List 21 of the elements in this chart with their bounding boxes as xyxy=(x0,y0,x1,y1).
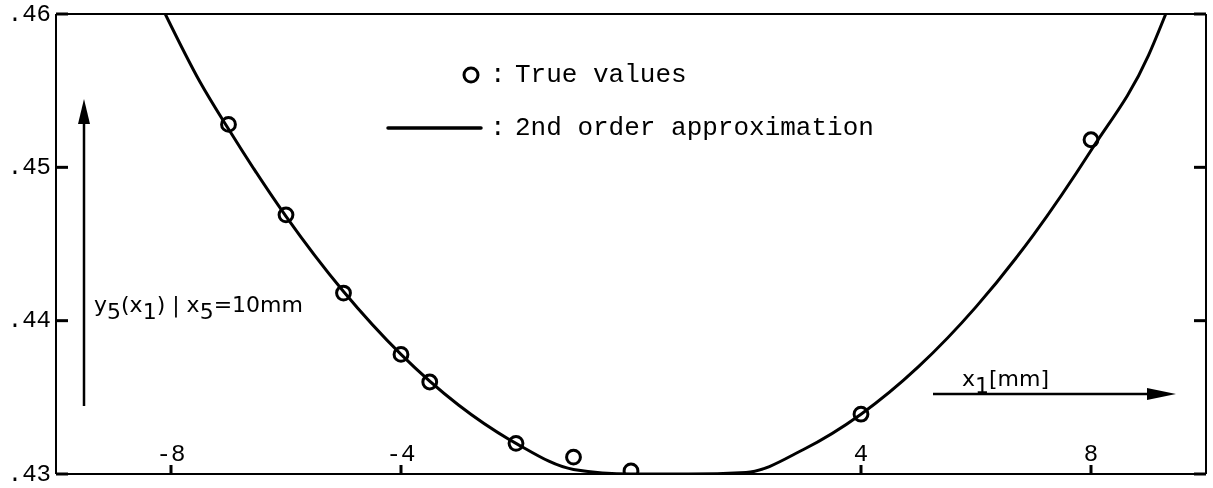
x-tick-label: 4 xyxy=(853,441,869,468)
point xyxy=(507,434,525,452)
x-tick-label: -8 xyxy=(156,441,186,468)
point xyxy=(392,346,410,363)
point xyxy=(220,116,237,133)
point xyxy=(277,206,295,224)
legend-label: 2nd order approximation xyxy=(515,112,874,143)
y-tick-label: .44 xyxy=(7,307,51,335)
x-tick-label: 8 xyxy=(1083,441,1099,468)
y-tick-label: .46 xyxy=(7,0,51,28)
y-tick-label: .45 xyxy=(7,153,51,181)
point xyxy=(335,284,352,302)
point xyxy=(565,448,582,466)
point xyxy=(421,373,439,391)
y-tick-label: .43 xyxy=(7,460,51,488)
point xyxy=(852,405,870,423)
x-tick-label: -4 xyxy=(386,441,416,468)
annotation: : xyxy=(490,112,507,143)
point xyxy=(1082,131,1100,149)
legend-label: True values xyxy=(515,59,687,90)
annotation: : xyxy=(490,59,507,90)
